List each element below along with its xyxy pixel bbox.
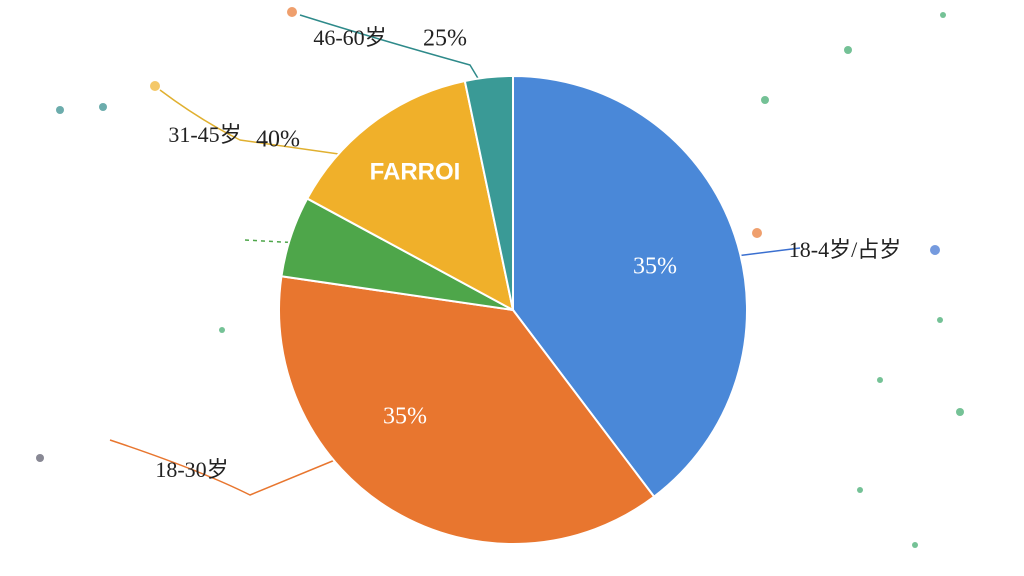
pie (278, 74, 748, 545)
annotation: 25% (423, 26, 467, 52)
pie-slice (463, 74, 514, 311)
pie-slice (305, 79, 515, 312)
category-label: 46-60岁 (313, 25, 386, 50)
annotation: 40% (256, 127, 300, 153)
annotation: FARROI (370, 158, 461, 185)
labels: 18-4岁/占岁 18-30岁 31-45岁 46-60岁 35% 35% FARROI 40… (155, 25, 901, 482)
pie-slice (278, 275, 656, 545)
pie-slice (512, 74, 748, 499)
decoration (36, 7, 964, 548)
annotation: 35% (383, 404, 427, 430)
category-label: 18-30岁 (155, 457, 228, 482)
annotation: 35% (633, 254, 677, 280)
category-label: 31-45岁 (168, 122, 241, 147)
category-label: 18-4岁/占岁 (789, 237, 901, 262)
